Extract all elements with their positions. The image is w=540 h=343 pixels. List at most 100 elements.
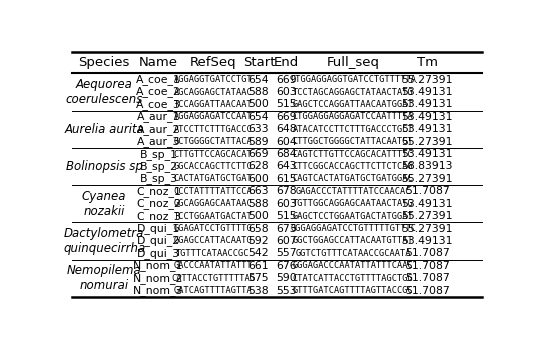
Text: GGCACCAGCTTCTTC: GGCACCAGCTTCTTC bbox=[173, 162, 252, 171]
Text: Bolinopsis sp: Bolinopsis sp bbox=[66, 160, 143, 173]
Text: 654: 654 bbox=[248, 74, 269, 85]
Text: 648: 648 bbox=[276, 124, 296, 134]
Text: 633: 633 bbox=[248, 124, 269, 134]
Text: ATACATCCTTCTTTGACCCTGCT: ATACATCCTTCTTTGACCCTGCT bbox=[293, 125, 414, 134]
Text: 557: 557 bbox=[276, 248, 296, 258]
Text: 58.83913: 58.83913 bbox=[402, 162, 453, 172]
Text: 55.27391: 55.27391 bbox=[402, 137, 453, 147]
Text: CTATCATTACCTGTTTTAGCTGG: CTATCATTACCTGTTTTAGCTGG bbox=[293, 274, 414, 283]
Text: 53.49131: 53.49131 bbox=[402, 87, 453, 97]
Text: C_noz_1: C_noz_1 bbox=[136, 186, 181, 197]
Text: 643: 643 bbox=[276, 162, 296, 172]
Text: 53.49131: 53.49131 bbox=[402, 149, 453, 159]
Text: 654: 654 bbox=[248, 112, 269, 122]
Text: 575: 575 bbox=[248, 273, 269, 283]
Text: D_qui_2: D_qui_2 bbox=[137, 236, 180, 246]
Text: 607: 607 bbox=[276, 236, 296, 246]
Text: 51.7087: 51.7087 bbox=[405, 261, 450, 271]
Text: 673: 673 bbox=[276, 224, 296, 234]
Text: GGCAGGAGCAATAAC: GGCAGGAGCAATAAC bbox=[173, 199, 252, 208]
Text: Tm: Tm bbox=[417, 56, 438, 69]
Text: 55.27391: 55.27391 bbox=[402, 74, 453, 85]
Text: 661: 661 bbox=[248, 261, 269, 271]
Text: TCCAGGATTAACAAT: TCCAGGATTAACAAT bbox=[173, 100, 252, 109]
Text: 592: 592 bbox=[248, 236, 269, 246]
Text: Name: Name bbox=[139, 56, 178, 69]
Text: TGTTGGCAGGAGCAATAACTATG: TGTTGGCAGGAGCAATAACTATG bbox=[293, 199, 414, 208]
Text: 669: 669 bbox=[276, 74, 296, 85]
Text: 678: 678 bbox=[276, 186, 296, 196]
Text: 515: 515 bbox=[276, 211, 296, 221]
Text: Cyanea
nozakii: Cyanea nozakii bbox=[82, 190, 126, 218]
Text: B_sp_2: B_sp_2 bbox=[139, 161, 178, 172]
Text: CAGTCACTATGATGCTGATGGAC: CAGTCACTATGATGCTGATGGAC bbox=[293, 174, 414, 184]
Text: CCCTATTTTATTCCA: CCCTATTTTATTCCA bbox=[173, 187, 252, 196]
Text: 603: 603 bbox=[276, 199, 296, 209]
Text: A_coe_1: A_coe_1 bbox=[136, 74, 181, 85]
Text: A_coe_3: A_coe_3 bbox=[136, 99, 181, 110]
Text: GGTCTGTTTCATAACCGCAATA: GGTCTGTTTCATAACCGCAATA bbox=[295, 249, 411, 258]
Text: GGAGCCATTACAATG: GGAGCCATTACAATG bbox=[173, 236, 252, 246]
Text: TCCTAGCAGGAGCTATAACTATG: TCCTAGCAGGAGCTATAACTATG bbox=[293, 87, 414, 96]
Text: A_coe_2: A_coe_2 bbox=[136, 86, 181, 97]
Text: GTTTGATCAGTTTTAGTTACCGC: GTTTGATCAGTTTTAGTTACCGC bbox=[293, 286, 414, 295]
Text: TGTTTCATAACCGC: TGTTTCATAACCGC bbox=[176, 249, 249, 258]
Text: 676: 676 bbox=[276, 261, 296, 271]
Text: 669: 669 bbox=[276, 112, 296, 122]
Text: AGCAGGAGCTATAAC: AGCAGGAGCTATAAC bbox=[173, 87, 252, 96]
Text: 542: 542 bbox=[248, 248, 269, 258]
Text: GGGAGGAGATCCTGTTTTTGTTTC: GGGAGGAGATCCTGTTTTTGTTTC bbox=[290, 224, 416, 233]
Text: CTGGAGGAGGAGATCCAATTTTA: CTGGAGGAGGAGATCCAATTTTA bbox=[293, 112, 414, 121]
Text: CACTATGATGCTGAT: CACTATGATGCTGAT bbox=[173, 174, 252, 184]
Text: 604: 604 bbox=[276, 137, 296, 147]
Text: Aequorea
coerulescens: Aequorea coerulescens bbox=[65, 78, 143, 106]
Text: GAGACCCTATTTTATCCAACAC: GAGACCCTATTTTATCCAACAC bbox=[295, 187, 411, 196]
Text: Nemopilema
nomurai: Nemopilema nomurai bbox=[67, 264, 141, 292]
Text: 51.7087: 51.7087 bbox=[405, 186, 450, 196]
Text: 603: 603 bbox=[276, 87, 296, 97]
Text: RefSeq: RefSeq bbox=[190, 56, 236, 69]
Text: GGAGATCCTGTTTTG: GGAGATCCTGTTTTG bbox=[173, 224, 252, 233]
Text: B_sp_1: B_sp_1 bbox=[139, 149, 178, 159]
Text: TCCTGGAATGACTAT: TCCTGGAATGACTAT bbox=[173, 212, 252, 221]
Text: 51.7087: 51.7087 bbox=[405, 248, 450, 258]
Text: GATCAGTTTTAGTTA: GATCAGTTTTAGTTA bbox=[173, 286, 252, 295]
Text: 53.49131: 53.49131 bbox=[402, 236, 453, 246]
Text: 684: 684 bbox=[276, 149, 296, 159]
Text: A_aur_1: A_aur_1 bbox=[137, 111, 180, 122]
Text: CATTACCTGTTTTTAG: CATTACCTGTTTTTAG bbox=[171, 274, 255, 283]
Text: Dactylometra
quinquecirrha: Dactylometra quinquecirrha bbox=[63, 227, 145, 255]
Text: 589: 589 bbox=[248, 137, 269, 147]
Text: Start: Start bbox=[242, 56, 275, 69]
Text: 515: 515 bbox=[276, 99, 296, 109]
Text: GAGCTCCTGGAATGACTATGGAT: GAGCTCCTGGAATGACTATGGAT bbox=[293, 212, 414, 221]
Text: 590: 590 bbox=[276, 273, 296, 283]
Text: N_nom_3: N_nom_3 bbox=[133, 285, 184, 296]
Text: 628: 628 bbox=[248, 162, 269, 172]
Text: CTGGAGGAGGTGATCCTGTTTTTA: CTGGAGGAGGTGATCCTGTTTTTA bbox=[290, 75, 416, 84]
Text: 658: 658 bbox=[248, 224, 269, 234]
Text: C_noz_2: C_noz_2 bbox=[136, 198, 181, 209]
Text: 53.49131: 53.49131 bbox=[402, 112, 453, 122]
Text: 55.27391: 55.27391 bbox=[402, 211, 453, 221]
Text: GCTGGGGCTATTACA: GCTGGGGCTATTACA bbox=[173, 137, 252, 146]
Text: 600: 600 bbox=[248, 174, 269, 184]
Text: GAGCTCCAGGATTAACAATGGAT: GAGCTCCAGGATTAACAATGGAT bbox=[293, 100, 414, 109]
Text: Full_seq: Full_seq bbox=[327, 56, 380, 69]
Text: CTTGTTCCAGCACAT: CTTGTTCCAGCACAT bbox=[173, 150, 252, 158]
Text: D_qui_3: D_qui_3 bbox=[137, 248, 180, 259]
Text: GACCCAATATTATTT: GACCCAATATTATTT bbox=[173, 261, 252, 270]
Text: 663: 663 bbox=[248, 186, 269, 196]
Text: 588: 588 bbox=[248, 199, 269, 209]
Text: Species: Species bbox=[78, 56, 130, 69]
Text: GGGAGACCCAATATTATTTCAAC: GGGAGACCCAATATTATTTCAAC bbox=[293, 261, 414, 270]
Text: Aurelia aurita: Aurelia aurita bbox=[64, 123, 144, 136]
Text: 588: 588 bbox=[248, 87, 269, 97]
Text: 55.27391: 55.27391 bbox=[402, 174, 453, 184]
Text: 55.27391: 55.27391 bbox=[402, 224, 453, 234]
Text: 53.49131: 53.49131 bbox=[402, 199, 453, 209]
Text: CTTCGGCACCAGCTTCTTCTCAG: CTTCGGCACCAGCTTCTTCTCAG bbox=[293, 162, 414, 171]
Text: 553: 553 bbox=[276, 286, 296, 296]
Text: CAGTCTTGTTCCAGCACATTTTC: CAGTCTTGTTCCAGCACATTTTC bbox=[293, 150, 414, 158]
Text: A_aur_3: A_aur_3 bbox=[137, 136, 180, 147]
